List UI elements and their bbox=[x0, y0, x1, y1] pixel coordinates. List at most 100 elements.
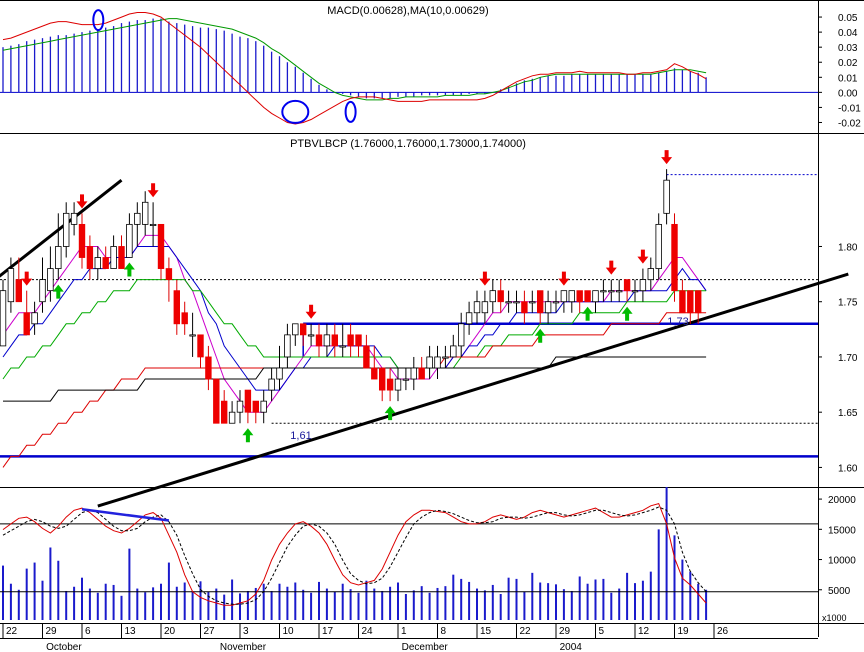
macd-y-tick-label: 0.02 bbox=[838, 58, 858, 69]
price-candle bbox=[141, 191, 149, 236]
price-candle bbox=[165, 257, 173, 302]
candle-body bbox=[529, 301, 536, 304]
price-candle bbox=[663, 169, 670, 225]
price-candle bbox=[616, 279, 623, 302]
candle-body bbox=[236, 400, 244, 413]
candle-body bbox=[378, 367, 386, 391]
candle-body bbox=[442, 356, 449, 359]
candle-body bbox=[663, 179, 670, 214]
price-panel: PTBVLBCP (1.76000,1.76000,1.73000,1.7400… bbox=[0, 138, 858, 508]
price-candle bbox=[228, 401, 236, 424]
macd-panel: MACD(0.00628),MA(10,0.00629) 0.050.040.0… bbox=[0, 5, 861, 129]
candle-body bbox=[355, 334, 362, 347]
price-candle bbox=[371, 345, 378, 380]
price-y-tick-label: 1.70 bbox=[838, 353, 858, 364]
candle-body bbox=[102, 257, 109, 269]
price-candle bbox=[655, 213, 662, 280]
price-candle bbox=[220, 390, 228, 424]
price-candle bbox=[450, 334, 457, 358]
candle-body bbox=[600, 290, 607, 293]
price-candle bbox=[299, 323, 307, 346]
macd-y-axis: 0.05 0.04 0.03 0.02 0.01 0.00 -0.01 -0.02 bbox=[818, 13, 861, 129]
price-y-tick-label: 1.80 bbox=[838, 242, 858, 253]
stochastic-levels bbox=[0, 523, 818, 593]
buy-arrow-icon bbox=[621, 306, 633, 321]
candle-body bbox=[505, 301, 512, 304]
macd-lines bbox=[2, 12, 707, 125]
price-candle bbox=[584, 290, 591, 303]
candle-body bbox=[323, 334, 331, 347]
price-candle bbox=[236, 390, 244, 424]
stochastic-line-d bbox=[2, 506, 707, 605]
price-candle bbox=[268, 368, 275, 402]
date-tick-label: 10 bbox=[283, 626, 295, 637]
candle-body bbox=[118, 246, 125, 269]
candle-body bbox=[173, 290, 180, 325]
price-candle bbox=[347, 323, 354, 357]
price-candle bbox=[70, 202, 78, 236]
candle-body bbox=[386, 378, 394, 391]
macd-y-tick-label: 0.01 bbox=[838, 73, 858, 84]
date-tick-label: 29 bbox=[46, 626, 58, 637]
price-candle bbox=[307, 323, 315, 346]
stochastic-volume-panel: 20000 15000 10000 5000 x1000 bbox=[0, 487, 856, 623]
price-candle bbox=[378, 367, 386, 402]
macd-ellipse-marker bbox=[344, 100, 357, 123]
candle-body bbox=[473, 301, 481, 314]
price-candle bbox=[386, 368, 394, 402]
price-candle bbox=[118, 235, 125, 269]
price-candle bbox=[592, 290, 599, 313]
volume-y-tick-label: 20000 bbox=[828, 495, 856, 506]
price-title: PTBVLBCP (1.76000,1.76000,1.73000,1.7400… bbox=[290, 138, 526, 150]
candle-body bbox=[544, 301, 552, 314]
candle-body bbox=[347, 334, 354, 347]
candle-body bbox=[497, 290, 504, 303]
price-y-tick-label: 1.60 bbox=[838, 463, 858, 474]
price-candle bbox=[410, 356, 417, 391]
candle-body bbox=[157, 223, 165, 269]
price-candle bbox=[355, 334, 362, 357]
macd-y-tick-label: 0.04 bbox=[838, 28, 858, 39]
price-candle bbox=[173, 279, 180, 335]
candle-body bbox=[70, 212, 78, 225]
price-y-tick-label: 1.65 bbox=[838, 408, 858, 419]
macd-ellipse-marker bbox=[281, 99, 310, 124]
date-tick-label: 22 bbox=[6, 626, 18, 637]
candle-body bbox=[513, 301, 520, 304]
price-candle bbox=[39, 257, 46, 313]
price-candle bbox=[205, 345, 212, 391]
month-label: October bbox=[46, 642, 82, 652]
price-candle bbox=[244, 389, 252, 424]
price-candle bbox=[647, 257, 654, 291]
price-candle bbox=[560, 290, 568, 313]
buy-arrow-icon bbox=[242, 428, 254, 443]
candle-body bbox=[394, 378, 402, 391]
candle-body bbox=[410, 367, 417, 380]
level-label-173: 1,73 bbox=[667, 316, 688, 328]
price-candle bbox=[0, 279, 7, 347]
date-tick-label: 6 bbox=[85, 626, 91, 637]
price-candle bbox=[157, 223, 165, 280]
volume-y-tick-label: 5000 bbox=[828, 586, 851, 597]
candle-body bbox=[39, 279, 46, 303]
candle-body bbox=[576, 290, 583, 303]
price-candle bbox=[537, 290, 544, 324]
price-candle bbox=[23, 290, 30, 336]
price-candle bbox=[189, 312, 196, 357]
price-candle bbox=[695, 290, 702, 324]
sell-arrow-icon bbox=[479, 271, 491, 286]
price-candle bbox=[576, 290, 583, 313]
candle-body bbox=[371, 367, 378, 380]
price-candle bbox=[434, 345, 441, 380]
price-candle bbox=[529, 290, 536, 313]
month-label: December bbox=[402, 642, 449, 652]
candle-body bbox=[623, 279, 631, 292]
price-candle bbox=[63, 202, 70, 258]
candle-body bbox=[584, 290, 591, 303]
candle-body bbox=[55, 246, 62, 269]
macd-ellipse-marker bbox=[92, 9, 105, 32]
price-candle bbox=[94, 246, 101, 280]
sell-arrow-icon bbox=[605, 260, 617, 275]
sell-arrow-icon bbox=[661, 150, 673, 165]
